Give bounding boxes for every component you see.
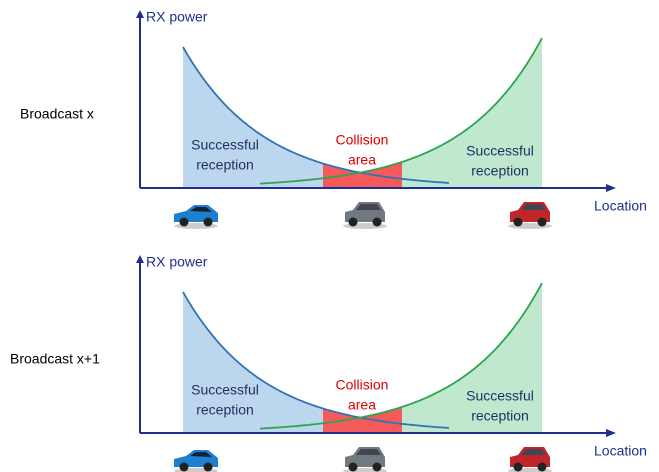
left-region-label: Successful [191, 137, 259, 153]
car-wheel [204, 218, 213, 227]
left-region-label: Successful [191, 382, 259, 398]
car-wheel [180, 463, 189, 472]
y-axis-arrow [136, 10, 144, 18]
car-wheel [204, 463, 213, 472]
row-label: Broadcast x+1 [10, 351, 100, 367]
left-region-label: reception [196, 157, 254, 173]
right-region-label: reception [471, 408, 529, 424]
x-axis-label: Location [594, 198, 647, 214]
right-region-label: Successful [466, 388, 534, 404]
x-axis-arrow [606, 429, 616, 437]
x-axis-arrow [606, 184, 616, 192]
left-region-label: reception [196, 402, 254, 418]
car-wheel [180, 218, 189, 227]
car-icon [174, 205, 218, 229]
car-icon [343, 447, 387, 472]
car-wheel [349, 218, 358, 227]
y-axis-label: RX power [146, 9, 208, 25]
car-wheel [373, 218, 382, 227]
right-region-label: reception [471, 163, 529, 179]
car-icon [508, 202, 552, 229]
car-wheel [514, 218, 523, 227]
car-wheel [538, 463, 547, 472]
collision-label: Collision [336, 377, 389, 393]
row-label: Broadcast x [20, 106, 94, 122]
car-wheel [349, 463, 358, 472]
car-icon [508, 447, 552, 472]
car-wheel [538, 218, 547, 227]
x-axis-label: Location [594, 443, 647, 459]
collision-label: area [348, 397, 376, 413]
car-wheel [373, 463, 382, 472]
collision-label: Collision [336, 132, 389, 148]
y-axis-label: RX power [146, 254, 208, 270]
collision-label: area [348, 152, 376, 168]
car-icon [343, 202, 387, 229]
right-region-label: Successful [466, 143, 534, 159]
car-wheel [514, 463, 523, 472]
diagram: Broadcast x RX power Location Successful rec… [0, 0, 659, 472]
car-icon [174, 450, 218, 472]
y-axis-arrow [136, 255, 144, 263]
